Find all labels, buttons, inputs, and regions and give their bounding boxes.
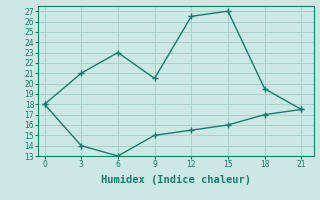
- X-axis label: Humidex (Indice chaleur): Humidex (Indice chaleur): [101, 175, 251, 185]
